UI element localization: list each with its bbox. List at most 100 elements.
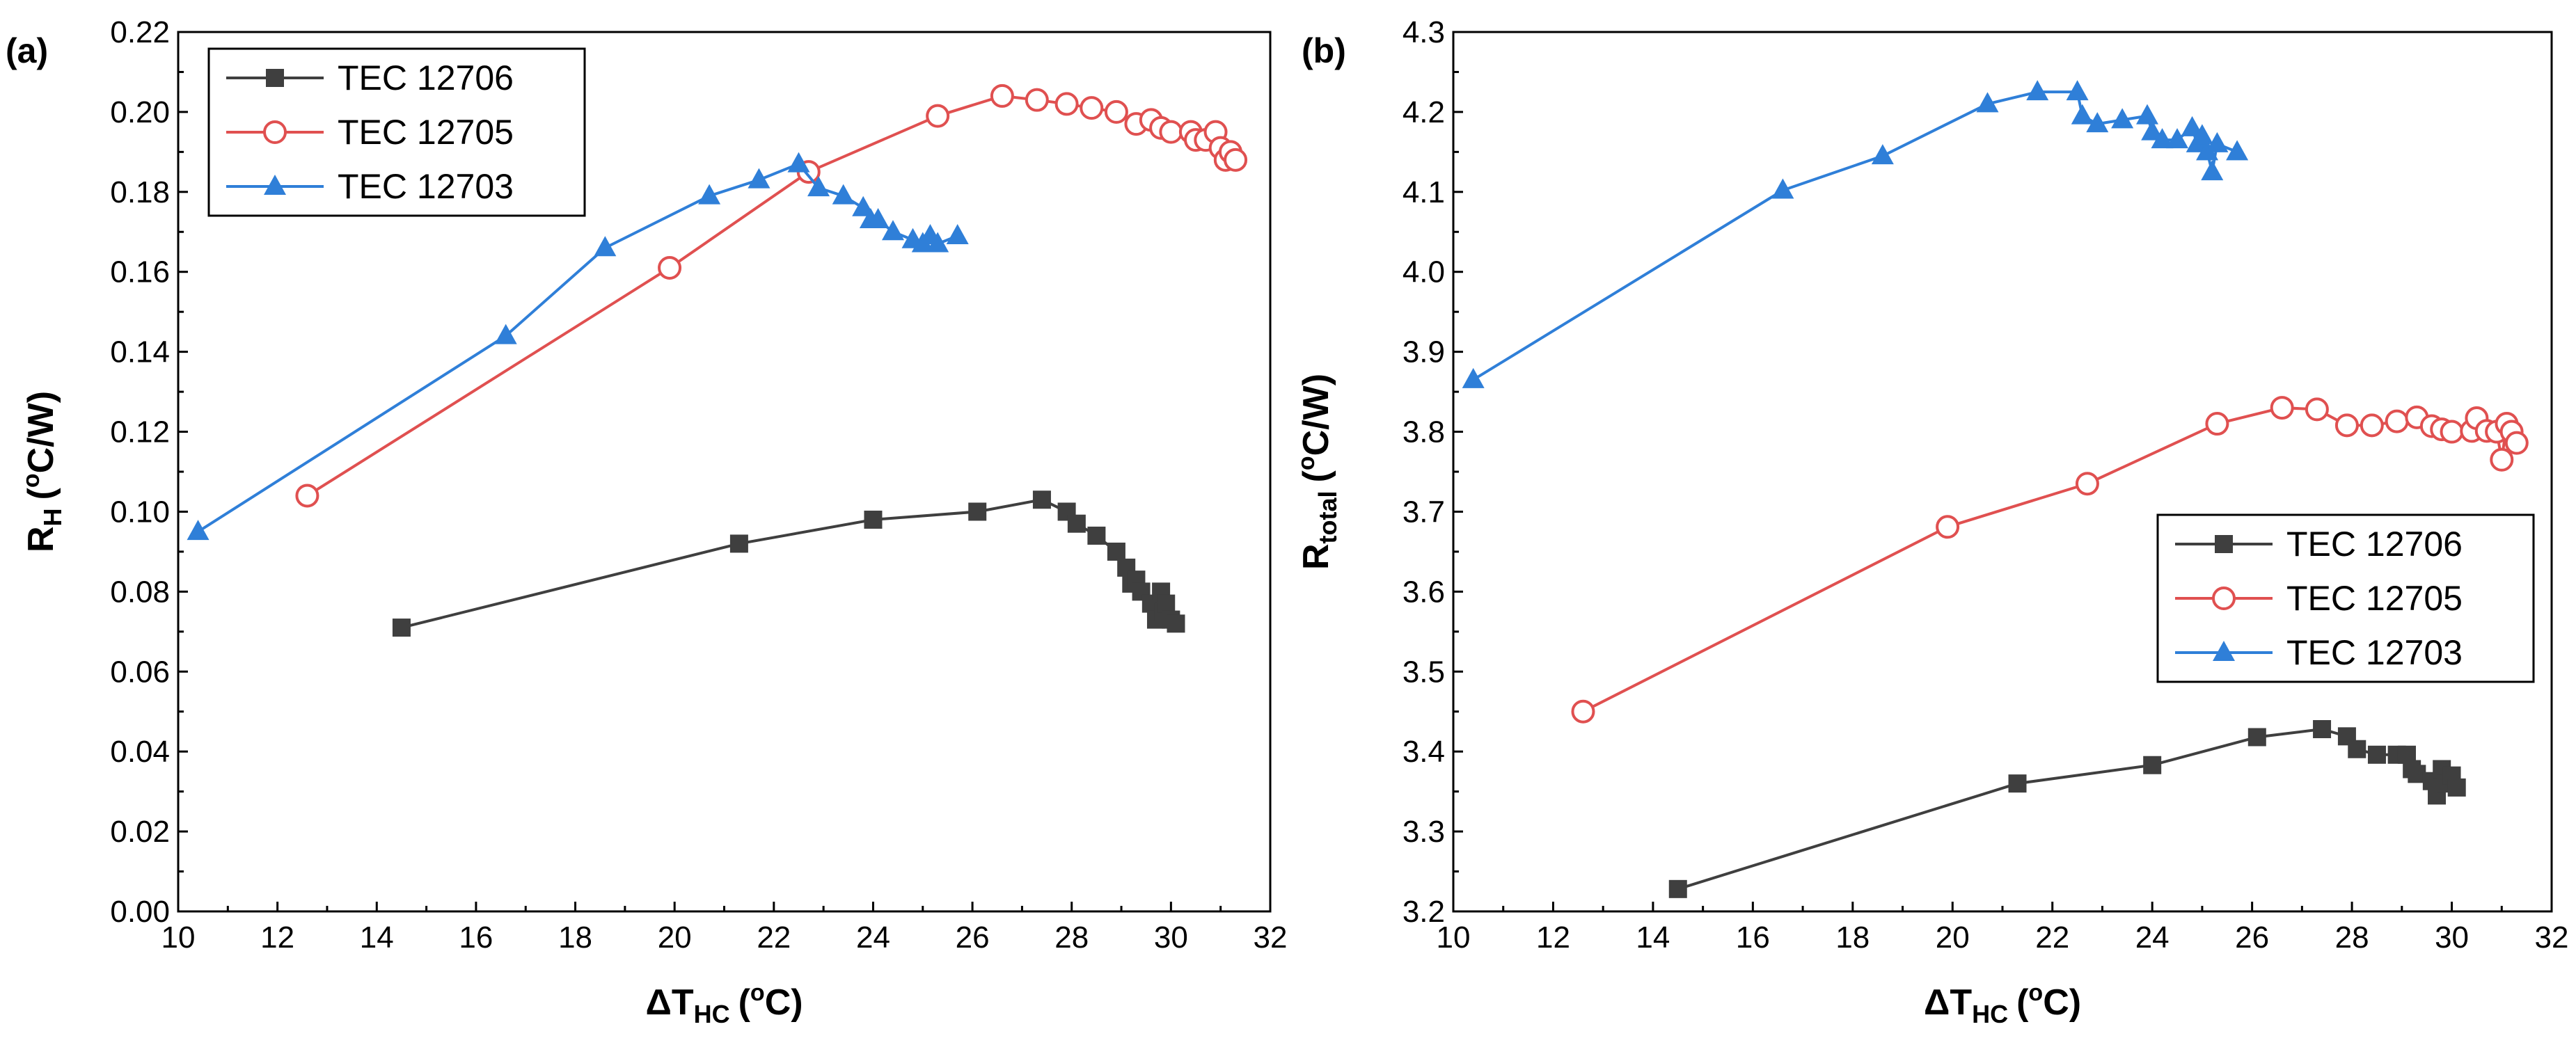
- x-tick-label: 16: [1736, 920, 1770, 955]
- y-tick-label: 0.22: [110, 15, 170, 49]
- data-point: [1067, 514, 1086, 533]
- data-point: [1025, 88, 1049, 112]
- x-tick-label: 28: [1054, 920, 1089, 955]
- series-tec-12703: [187, 152, 969, 541]
- data-point: [1771, 178, 1794, 199]
- legend-label: TEC 12705: [338, 113, 514, 152]
- x-tick-label: 18: [558, 920, 592, 955]
- data-point: [1157, 594, 1176, 613]
- y-tick-label: 3.2: [1402, 895, 1445, 929]
- y-tick-label: 4.1: [1402, 175, 1445, 209]
- data-point: [2141, 120, 2164, 141]
- x-tick-label: 30: [1154, 920, 1188, 955]
- data-point: [867, 208, 890, 229]
- data-point: [852, 196, 875, 216]
- data-point: [864, 510, 883, 529]
- data-point: [2348, 740, 2366, 758]
- data-point: [1080, 96, 1104, 120]
- data-point: [187, 520, 210, 541]
- x-tick-label: 24: [2135, 920, 2170, 955]
- data-point: [2334, 413, 2359, 438]
- data-point: [594, 236, 617, 257]
- series-tec-12705: [295, 83, 1248, 508]
- y-tick-label: 3.8: [1402, 415, 1445, 449]
- series-tec-12705: [1571, 396, 2529, 724]
- y-tick-label: 3.3: [1402, 815, 1445, 849]
- data-point: [295, 484, 319, 508]
- data-point: [748, 168, 771, 189]
- x-tick-label: 32: [1254, 920, 1288, 955]
- panel-label-a: (a): [6, 31, 48, 70]
- series-tec-12706: [1668, 720, 2466, 898]
- data-point: [2313, 720, 2332, 739]
- data-point: [2143, 756, 2162, 774]
- x-tick-label: 26: [2235, 920, 2269, 955]
- series-line: [197, 162, 958, 533]
- x-axis-title: ΔTHC (oC): [1924, 980, 2081, 1028]
- x-tick-label: 14: [1636, 920, 1670, 955]
- data-point: [926, 232, 949, 253]
- x-tick-label: 28: [2335, 920, 2369, 955]
- data-point: [1032, 490, 1051, 509]
- x-tick-label: 22: [757, 920, 791, 955]
- y-tick-label: 0.04: [110, 735, 170, 769]
- chart-panel-b: (b) 10 12 14 16 18 20 22 24 26 28 30 32 3.2 3.3 3.4 3.5…: [1293, 15, 2568, 1028]
- data-point: [2440, 420, 2464, 444]
- x-tick-label: 20: [1936, 920, 1970, 955]
- data-point: [1571, 699, 1595, 724]
- y-tick-label: 0.08: [110, 575, 170, 609]
- data-point: [2181, 115, 2204, 136]
- series-line: [1677, 727, 2458, 891]
- y-tick-label: 3.7: [1402, 495, 1445, 529]
- data-point: [946, 224, 969, 245]
- y-tick-label: 3.4: [1402, 735, 1445, 769]
- data-point: [1462, 367, 1485, 388]
- data-point: [2136, 104, 2159, 125]
- x-tick-label: 12: [260, 920, 294, 955]
- y-tick-label: 4.2: [1402, 95, 1445, 129]
- data-point: [1087, 526, 1106, 545]
- y-tick-label: 3.6: [1402, 575, 1445, 609]
- x-tick-label: 14: [360, 920, 394, 955]
- y-tick-label: 0.12: [110, 415, 170, 449]
- data-point: [1224, 147, 1248, 172]
- legend-marker: [264, 175, 286, 195]
- legend-label: TEC 12706: [2286, 525, 2463, 564]
- data-point: [2066, 80, 2089, 101]
- x-tick-label: 20: [658, 920, 692, 955]
- series-line: [1472, 90, 2238, 381]
- data-point: [494, 324, 517, 344]
- data-point: [787, 152, 810, 173]
- series-tec-12706: [392, 490, 1185, 637]
- legend-label: TEC 12705: [2286, 579, 2463, 618]
- data-point: [2367, 745, 2386, 764]
- data-point: [2008, 774, 2027, 793]
- data-point: [2247, 728, 2266, 747]
- data-point: [2490, 447, 2514, 472]
- data-point: [658, 255, 682, 280]
- data-point: [2201, 160, 2224, 181]
- x-tick-label: 16: [459, 920, 493, 955]
- data-point: [1668, 879, 1687, 898]
- data-point: [2071, 104, 2094, 125]
- legend: TEC 12706 TEC 12705 TEC 12703: [2156, 513, 2535, 683]
- legend-label: TEC 12706: [338, 58, 514, 97]
- data-point: [392, 619, 411, 637]
- x-tick-label: 10: [161, 920, 196, 955]
- y-tick-label: 3.5: [1402, 655, 1445, 689]
- data-point: [2166, 128, 2189, 149]
- y-tick-label: 0.14: [110, 335, 170, 369]
- y-axis-title: RH(oC/W): [18, 391, 67, 552]
- x-tick-label: 10: [1437, 920, 1471, 955]
- data-point: [1054, 92, 1079, 116]
- data-point: [2360, 413, 2384, 438]
- data-point: [1871, 144, 1894, 165]
- data-point: [2075, 472, 2099, 496]
- x-tick-label: 26: [956, 920, 990, 955]
- data-point: [1104, 99, 1128, 124]
- data-point: [1159, 120, 1183, 144]
- data-point: [926, 104, 950, 128]
- data-point: [2205, 412, 2229, 436]
- legend-marker: [263, 120, 287, 144]
- x-axis-title: ΔTHC (oC): [645, 980, 803, 1028]
